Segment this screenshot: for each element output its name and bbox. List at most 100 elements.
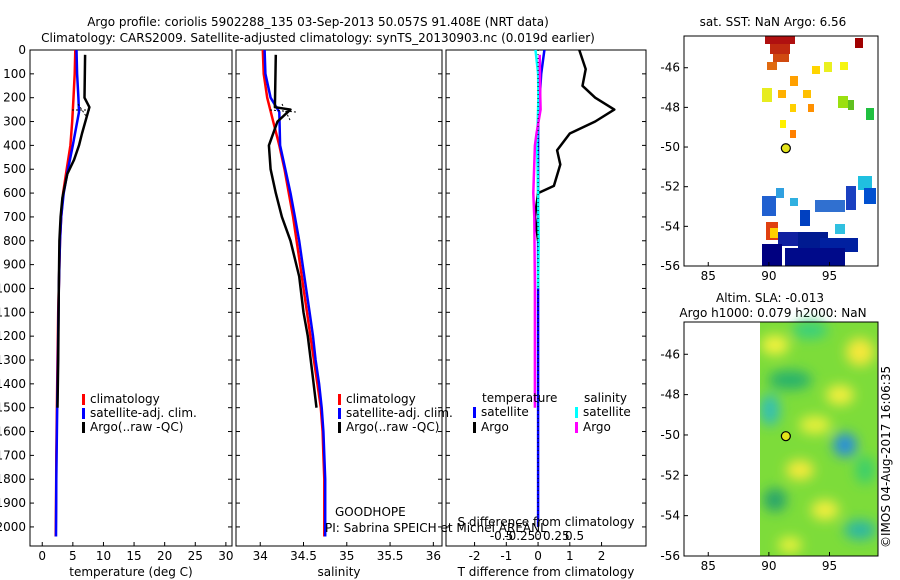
temperature-ytick-label: 800 xyxy=(3,234,26,248)
difference-top-tick-label: 0 xyxy=(534,529,542,543)
difference-series-s-satellite xyxy=(534,49,540,289)
temperature-xtick-label: 5 xyxy=(69,549,77,563)
sst-cell xyxy=(790,76,798,86)
difference-legend-header-salinity: salinity xyxy=(584,391,627,405)
difference-xtick-label: 1 xyxy=(566,549,574,563)
sst-cell xyxy=(835,224,845,234)
temperature-series-argo-raw-qc- xyxy=(56,54,91,408)
temperature-xtick-label: 25 xyxy=(188,549,203,563)
sst-map-ytick-label: -54 xyxy=(660,219,680,233)
temperature-ytick-label: 1800 xyxy=(0,472,26,486)
credit-stamp: ©IMOS 04-Aug-2017 16:06:35 xyxy=(879,366,893,548)
temperature-ytick-label: 100 xyxy=(3,67,26,81)
temperature-xlabel: temperature (deg C) xyxy=(69,565,192,579)
salinity-xtick-label: 34 xyxy=(253,549,268,563)
difference-xlabel-top: S difference from climatology xyxy=(458,515,635,529)
difference-legend-label: satellite xyxy=(481,405,529,419)
temperature-ytick-label: 1400 xyxy=(0,377,26,391)
sla-map-ytick-label: -52 xyxy=(660,468,680,482)
sla-map-ytick-label: -48 xyxy=(660,388,680,402)
sst-cell xyxy=(765,36,795,44)
salinity-series-climatology xyxy=(261,49,326,537)
difference-legend-label: Argo xyxy=(583,420,611,434)
temperature-ytick-label: 700 xyxy=(3,210,26,224)
difference-legend-swatch xyxy=(575,422,578,433)
salinity-xtick-label: 35 xyxy=(339,549,354,563)
difference-legend-label: satellite xyxy=(583,405,631,419)
difference-xtick-label: 0 xyxy=(534,549,542,563)
temperature-ytick-label: 2000 xyxy=(0,520,26,534)
difference-series-s-argo xyxy=(532,54,542,408)
sla-field xyxy=(760,321,878,556)
sst-cell xyxy=(767,62,777,70)
temperature-xtick-label: 30 xyxy=(218,549,233,563)
sst-cell xyxy=(812,66,820,74)
sst-cell xyxy=(770,44,790,54)
sst-map-ytick-label: -46 xyxy=(660,61,680,75)
sst-cell xyxy=(858,176,872,190)
sst-cell xyxy=(866,108,874,120)
temperature-legend-swatch xyxy=(82,408,85,419)
difference-legend-header-temperature: temperature xyxy=(482,391,557,405)
sst-axes: 85 90 95 -46 -48 -50 -52 -54 -56 xyxy=(660,35,879,283)
salinity-xlabel: salinity xyxy=(317,565,360,579)
sst-map-panel: sat. SST: NaN Argo: 6.56 85 90 95 -46 -48 -50… xyxy=(660,15,879,283)
sst-cell xyxy=(762,244,782,266)
sla-map-title: Altim. SLA: -0.013 xyxy=(716,291,824,305)
temperature-ytick-label: 300 xyxy=(3,115,26,129)
difference-legend-label: Argo xyxy=(481,420,509,434)
sst-map-profile-marker xyxy=(780,143,791,154)
sst-cell xyxy=(803,90,811,98)
temperature-ytick-label: 1100 xyxy=(0,305,26,319)
temperature-xtick-label: 20 xyxy=(157,549,172,563)
salinity-xtick-label: 35.5 xyxy=(377,549,404,563)
temperature-ytick-label: 400 xyxy=(3,138,26,152)
header-line-1: Argo profile: coriolis 5902288_135 03-Se… xyxy=(87,15,549,29)
sst-cell xyxy=(762,196,776,216)
sst-map-xtick-label: 90 xyxy=(761,269,776,283)
sst-cell xyxy=(824,62,832,72)
difference-xtick-label: 2 xyxy=(598,549,606,563)
difference-top-tick-label: 0.5 xyxy=(565,529,584,543)
sst-cell xyxy=(848,100,854,110)
sst-cell xyxy=(838,96,848,108)
sst-cell xyxy=(778,90,786,98)
difference-top-tick-label: -0.25 xyxy=(504,529,535,543)
salinity-legend-label: satellite-adj. clim. xyxy=(346,406,453,420)
sst-cell xyxy=(815,200,845,212)
temperature-panel: 0100200300400500600700800900100011001200… xyxy=(0,43,234,579)
sla-map-profile-marker xyxy=(780,431,791,442)
sst-cell xyxy=(864,188,876,204)
sst-map-xtick-label: 85 xyxy=(701,269,716,283)
sst-map-title: sat. SST: NaN Argo: 6.56 xyxy=(700,15,847,29)
temperature-xtick-label: 0 xyxy=(38,549,46,563)
difference-panel: -2 -1 0 1 2 T difference from climatology S di… xyxy=(445,49,647,579)
sla-map-ytick-label: -50 xyxy=(660,428,680,442)
sst-cell xyxy=(785,248,845,266)
sst-cell xyxy=(855,38,863,48)
header-line-2: Climatology: CARS2009. Satellite-adjuste… xyxy=(41,31,595,45)
temperature-ytick-label: 900 xyxy=(3,258,26,272)
salinity-series-argo-raw-qc- xyxy=(267,54,318,408)
difference-top-tick-label: -0.5 xyxy=(490,529,513,543)
sst-cell xyxy=(790,198,798,206)
temperature-ytick-label: 200 xyxy=(3,91,26,105)
sla-map-xtick-label: 85 xyxy=(701,559,716,573)
sst-cell xyxy=(790,104,796,112)
temperature-ytick-label: 1200 xyxy=(0,329,26,343)
credit-pi: PI: Sabrina SPEICH et Michel AREANL xyxy=(325,521,547,535)
difference-top-tick-label: 0.25 xyxy=(543,529,570,543)
temperature-legend-swatch xyxy=(82,422,85,433)
temperature-legend-label: satellite-adj. clim. xyxy=(90,406,197,420)
sla-map-panel: Altim. SLA: -0.013 Argo h1000: 0.079 h20… xyxy=(660,291,879,573)
salinity-xtick-label: 34.5 xyxy=(290,549,317,563)
sla-map-ytick-label: -56 xyxy=(660,549,680,563)
sst-cell xyxy=(773,54,789,62)
sst-cell xyxy=(846,186,856,210)
temperature-legend-label: climatology xyxy=(90,392,160,406)
sst-map-frame xyxy=(683,35,879,267)
qc-flag-marker xyxy=(72,103,92,117)
temperature-frame xyxy=(29,49,233,547)
temperature-ytick-label: 1000 xyxy=(0,281,26,295)
